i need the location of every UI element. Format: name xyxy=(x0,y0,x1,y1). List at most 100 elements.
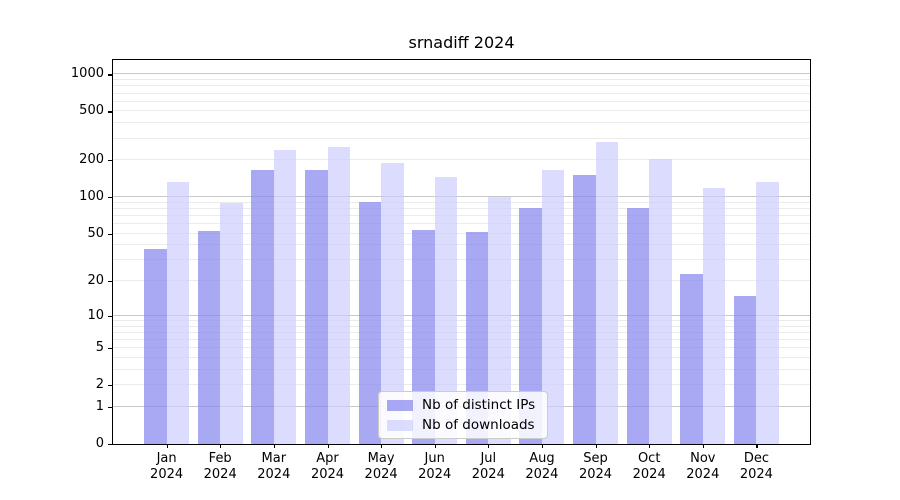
x-tick-year: 2024 xyxy=(471,467,505,482)
bar-nb-of-distinct-ips xyxy=(519,208,542,444)
x-tick-label: May 2024 xyxy=(351,451,411,483)
bar-nb-of-distinct-ips xyxy=(465,231,489,444)
x-tick-label: Mar 2024 xyxy=(244,451,304,483)
x-tick-mark xyxy=(541,444,544,448)
bar-nb-of-downloads xyxy=(166,182,190,444)
y-tick-mark xyxy=(108,315,112,317)
legend-box: Nb of distinct IPs Nb of downloads xyxy=(378,391,548,439)
bar-nb-of-downloads xyxy=(434,176,458,444)
legend-swatch-nb-of-downloads xyxy=(387,419,413,431)
x-tick-year: 2024 xyxy=(150,467,184,482)
minor-gridline xyxy=(113,215,810,216)
x-tick-label: Sep 2024 xyxy=(566,451,626,483)
minor-gridline xyxy=(113,338,810,340)
minor-gridline xyxy=(113,325,810,327)
legend-item: Nb of distinct IPs xyxy=(379,397,547,414)
x-tick-mark xyxy=(327,444,329,448)
minor-gridline xyxy=(113,159,810,161)
bar-nb-of-distinct-ips xyxy=(358,202,382,444)
y-tick-mark xyxy=(108,111,112,113)
minor-gridline xyxy=(113,356,810,358)
minor-gridline xyxy=(113,92,810,94)
major-gridline xyxy=(113,314,810,316)
minor-gridline xyxy=(113,137,810,139)
minor-gridline xyxy=(113,244,810,246)
minor-gridline xyxy=(113,79,810,80)
y-tick-label: 50 xyxy=(87,225,104,241)
x-tick-label: Jul 2024 xyxy=(458,451,518,483)
y-tick-label: 200 xyxy=(79,152,104,168)
legend-swatch-nb-of-distinct-ips xyxy=(387,399,413,411)
y-tick-label: 0 xyxy=(95,436,104,451)
x-tick-mark xyxy=(756,444,758,448)
y-tick-mark xyxy=(108,348,112,350)
bar-nb-of-distinct-ips xyxy=(626,208,650,444)
minor-gridline xyxy=(113,122,810,124)
minor-gridline xyxy=(113,331,810,333)
bar-nb-of-distinct-ips xyxy=(412,229,435,444)
legend-item: Nb of downloads xyxy=(379,417,547,434)
bar-nb-of-downloads xyxy=(649,159,672,444)
x-tick-mark xyxy=(166,444,168,448)
x-tick-label: Jan 2024 xyxy=(137,451,197,483)
x-tick-year: 2024 xyxy=(686,467,720,482)
bar-nb-of-distinct-ips xyxy=(733,295,757,444)
x-tick-label: Dec 2024 xyxy=(726,451,786,483)
minor-gridline xyxy=(113,319,810,321)
major-gridline xyxy=(113,196,810,198)
x-tick-mark xyxy=(488,444,490,448)
x-tick-mark xyxy=(273,444,275,448)
bar-nb-of-distinct-ips xyxy=(680,274,703,444)
plot-area: Nb of distinct IPs Nb of downloads xyxy=(112,59,811,445)
minor-gridline xyxy=(113,201,810,203)
y-tick-mark xyxy=(108,385,112,387)
x-tick-mark xyxy=(649,444,651,448)
bar-nb-of-downloads xyxy=(220,202,243,444)
y-tick-mark xyxy=(108,74,112,76)
y-tick-mark xyxy=(108,197,112,199)
x-tick-year: 2024 xyxy=(578,467,613,482)
bar-nb-of-downloads xyxy=(327,146,350,444)
x-tick-year: 2024 xyxy=(257,467,291,482)
bar-nb-of-downloads xyxy=(488,196,511,444)
bar-nb-of-downloads xyxy=(381,163,404,444)
y-tick-mark xyxy=(108,281,112,283)
y-tick-mark xyxy=(108,233,112,235)
minor-gridline xyxy=(113,207,810,209)
y-tick-mark xyxy=(108,444,112,446)
x-tick-label: Apr 2024 xyxy=(298,451,358,483)
x-tick-mark xyxy=(595,444,597,448)
legend-label: Nb of downloads xyxy=(422,417,535,433)
minor-gridline xyxy=(113,223,810,225)
x-tick-mark xyxy=(434,444,436,448)
y-tick-label: 1000 xyxy=(70,66,104,82)
y-tick-label: 20 xyxy=(87,273,104,289)
x-tick-label: Feb 2024 xyxy=(190,451,250,483)
bar-nb-of-distinct-ips xyxy=(573,174,596,444)
x-tick-label: Nov 2024 xyxy=(673,451,733,483)
x-tick-year: 2024 xyxy=(310,467,345,482)
x-tick-year: 2024 xyxy=(203,467,237,482)
minor-gridline xyxy=(113,347,810,349)
minor-gridline xyxy=(113,85,810,87)
bar-nb-of-distinct-ips xyxy=(144,249,167,444)
minor-gridline xyxy=(113,368,810,370)
bar-nb-of-distinct-ips xyxy=(251,170,274,444)
x-axis: Jan 2024 Feb 2024 Mar 2024 Apr 2024 May 2024 Jun 20… xyxy=(113,444,810,490)
y-tick-mark xyxy=(108,160,112,162)
minor-gridline xyxy=(113,280,810,282)
x-tick-mark xyxy=(220,444,222,448)
minor-gridline xyxy=(113,110,810,112)
x-tick-mark xyxy=(381,444,383,448)
bar-nb-of-downloads xyxy=(756,182,779,444)
legend-label: Nb of distinct IPs xyxy=(422,397,536,413)
x-tick-label: Aug 2024 xyxy=(512,451,572,483)
y-tick-label: 1 xyxy=(95,398,104,414)
x-tick-mark xyxy=(702,444,704,448)
y-axis: 0 1 2 5 10 20 50 100 200 500 1000 xyxy=(0,60,112,451)
x-tick-year: 2024 xyxy=(632,467,666,482)
x-tick-year: 2024 xyxy=(525,467,559,482)
y-tick-label: 500 xyxy=(79,103,104,119)
minor-gridline xyxy=(113,100,810,102)
